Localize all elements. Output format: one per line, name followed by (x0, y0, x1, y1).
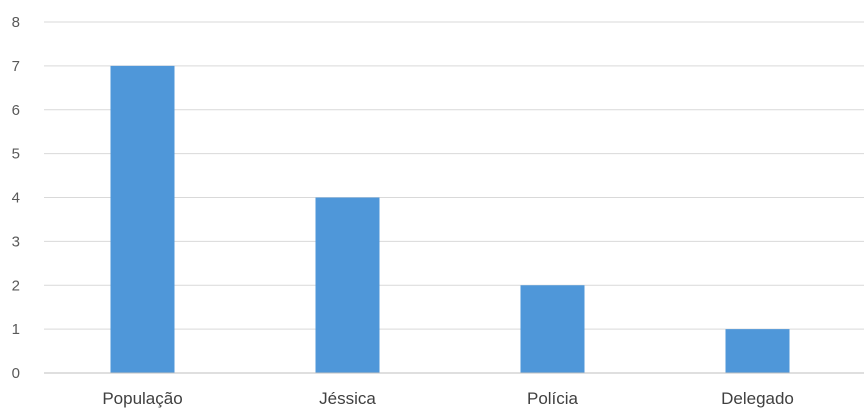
y-tick-label: 6 (12, 102, 20, 119)
x-category-label: População (102, 389, 182, 408)
y-tick-label: 4 (12, 190, 20, 207)
y-axis-tick-labels: 0 1 2 3 4 5 6 7 8 (12, 14, 20, 382)
bar-2 (520, 285, 585, 373)
x-category-label: Polícia (527, 389, 579, 408)
bar-3 (725, 329, 790, 373)
x-category-label: Jéssica (319, 389, 376, 408)
y-tick-label: 2 (12, 277, 20, 294)
x-category-label: Delegado (721, 389, 794, 408)
y-tick-label: 1 (12, 321, 20, 338)
y-tick-label: 3 (12, 233, 20, 250)
y-tick-label: 0 (12, 365, 20, 382)
y-tick-label: 8 (12, 14, 20, 31)
y-tick-label: 7 (12, 58, 20, 75)
x-axis-category-labels: População Jéssica Polícia Delegado (102, 389, 794, 408)
bar-1 (315, 197, 380, 373)
gridlines (44, 21, 864, 330)
bars (110, 65, 790, 373)
bar-0 (110, 65, 175, 373)
y-tick-label: 5 (12, 146, 20, 163)
